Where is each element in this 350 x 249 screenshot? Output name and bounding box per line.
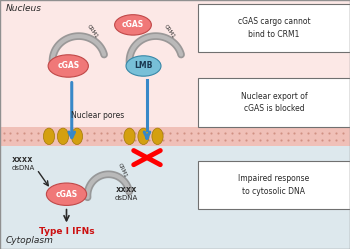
- Text: xxxx: xxxx: [12, 155, 34, 164]
- Ellipse shape: [46, 183, 87, 205]
- FancyBboxPatch shape: [205, 0, 350, 137]
- Text: Nuclear export of
cGAS is blocked: Nuclear export of cGAS is blocked: [240, 92, 307, 114]
- Ellipse shape: [57, 128, 69, 144]
- FancyBboxPatch shape: [0, 137, 205, 249]
- Text: Cytoplasm: Cytoplasm: [5, 236, 53, 245]
- FancyBboxPatch shape: [205, 137, 350, 249]
- Text: CRM1: CRM1: [86, 23, 99, 39]
- Ellipse shape: [48, 55, 88, 77]
- Text: xxxx: xxxx: [115, 185, 137, 194]
- Ellipse shape: [126, 56, 161, 76]
- Text: Type I IFNs: Type I IFNs: [39, 227, 94, 236]
- Text: dsDNA: dsDNA: [11, 165, 34, 171]
- Text: Nucleus: Nucleus: [5, 4, 41, 13]
- Text: CRM1: CRM1: [163, 23, 176, 39]
- Text: cGAS: cGAS: [57, 62, 79, 70]
- FancyBboxPatch shape: [198, 161, 350, 209]
- Text: LMB: LMB: [134, 62, 153, 70]
- FancyBboxPatch shape: [198, 4, 350, 52]
- Text: Impaired response
to cytosolic DNA: Impaired response to cytosolic DNA: [238, 174, 309, 196]
- Ellipse shape: [71, 128, 83, 144]
- FancyBboxPatch shape: [198, 78, 350, 127]
- Text: cGAS cargo cannot
bind to CRM1: cGAS cargo cannot bind to CRM1: [238, 17, 310, 39]
- FancyBboxPatch shape: [0, 0, 205, 137]
- Ellipse shape: [115, 15, 151, 35]
- Text: dsDNA: dsDNA: [114, 195, 138, 201]
- Ellipse shape: [124, 128, 135, 144]
- Text: CRM1: CRM1: [117, 163, 128, 179]
- Text: Nuclear pores: Nuclear pores: [71, 111, 125, 120]
- Ellipse shape: [43, 128, 55, 144]
- Ellipse shape: [152, 128, 163, 144]
- Text: cGAS: cGAS: [122, 20, 144, 29]
- Text: cGAS: cGAS: [55, 190, 78, 199]
- Ellipse shape: [138, 128, 149, 144]
- FancyBboxPatch shape: [0, 127, 350, 146]
